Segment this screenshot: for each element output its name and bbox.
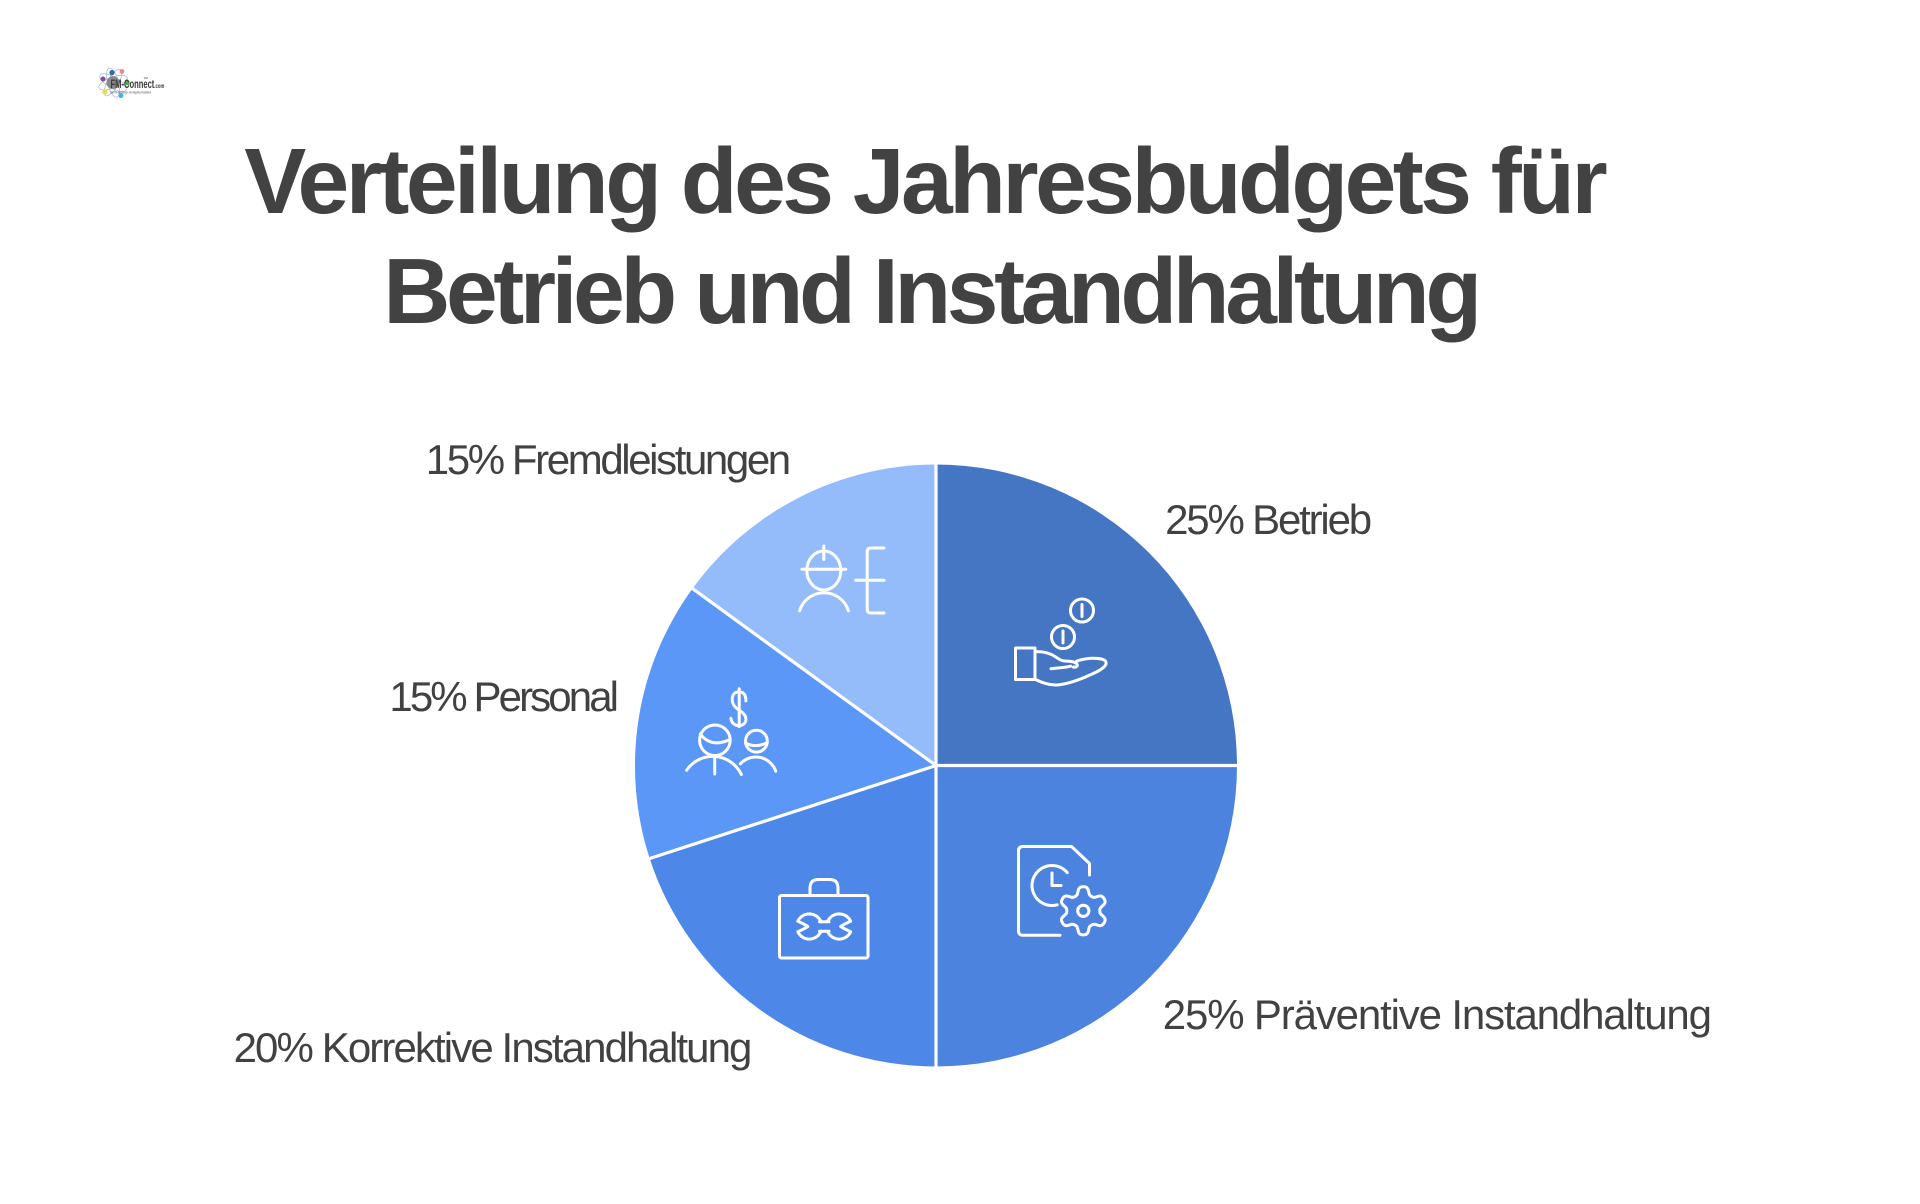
svg-text:TM: TM bbox=[144, 76, 149, 80]
svg-text:Die FM-Beratungs- und Ingenieu: Die FM-Beratungs- und Ingenieur-Netzwerk bbox=[111, 90, 152, 95]
svg-text:FM-Connect.com: FM-Connect.com bbox=[111, 79, 165, 92]
